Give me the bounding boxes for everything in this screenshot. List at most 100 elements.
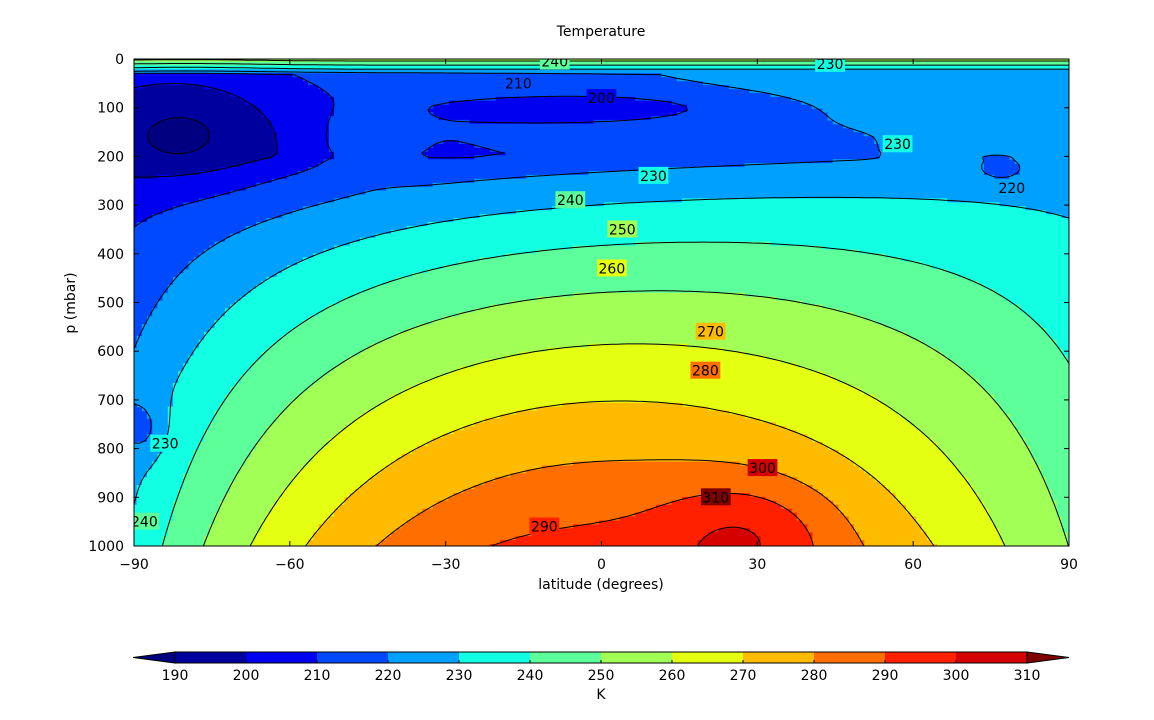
contour-label: 260 xyxy=(599,261,626,277)
colorbar-tick-label: 200 xyxy=(233,668,260,684)
colorbar-swatch xyxy=(317,652,389,663)
contour-band-4 xyxy=(134,68,1069,506)
contour-label-backdrop xyxy=(700,488,731,506)
x-tick-label: 90 xyxy=(1060,557,1078,573)
y-tick-label: 500 xyxy=(97,296,124,312)
contour-label: 220 xyxy=(998,181,1025,197)
contour-line-280 xyxy=(376,459,865,546)
contour-label-backdrop xyxy=(134,512,160,530)
contour-label: 230 xyxy=(817,57,844,73)
y-tick-label: 400 xyxy=(97,247,124,263)
contour-band-12 xyxy=(697,528,761,546)
plot-area: 210 200 230 240 250 260 270 280 290 300 310 230 240 2… xyxy=(134,54,1069,546)
contour-label-backdrop xyxy=(638,166,669,184)
contour-line-300 xyxy=(696,526,761,546)
colorbar-extend-low xyxy=(132,651,176,664)
contour-label: 280 xyxy=(692,364,719,380)
contour-line-210 xyxy=(134,72,688,228)
contour-label: 230 xyxy=(640,169,667,185)
contour-label-backdrop xyxy=(586,88,617,106)
contour-label: 240 xyxy=(541,54,568,70)
colorbar-swatch xyxy=(956,652,1028,663)
colorbar-tick-label: 210 xyxy=(304,668,331,684)
x-tick-label: 0 xyxy=(597,557,606,573)
contour-label: 210 xyxy=(505,76,532,92)
contour-band-1 xyxy=(134,84,278,180)
colorbar-label: K xyxy=(596,687,606,703)
colorbar-tick-label: 270 xyxy=(730,668,757,684)
x-tick-label: −60 xyxy=(275,557,305,573)
y-axis-label: p (mbar) xyxy=(63,272,79,333)
x-tick-label: −30 xyxy=(431,557,461,573)
contour-label: 290 xyxy=(531,520,558,536)
colorbar-extend-high xyxy=(1026,651,1070,664)
colorbar-swatch xyxy=(175,652,247,663)
colorbar-tick-label: 230 xyxy=(446,668,473,684)
contour-label: 250 xyxy=(609,222,636,238)
colorbar-tick-label: 240 xyxy=(517,668,544,684)
y-tick-label: 300 xyxy=(97,198,124,214)
contour-band-0 xyxy=(147,116,210,156)
colorbar-swatch xyxy=(672,652,744,663)
contour-label: 230 xyxy=(884,137,911,153)
contour-line-250 xyxy=(134,59,1069,546)
contour-label: 240 xyxy=(557,193,584,209)
colorbar: 190 200 210 220 230 240 250 260 270 280 290 300 310 xyxy=(132,651,1070,684)
contour-line-260 xyxy=(249,343,1006,546)
contour-band-6 xyxy=(134,61,1069,546)
y-axis: 0 100 200 300 400 500 600 700 800 900 1000 xyxy=(88,52,1069,555)
contour-lines xyxy=(134,59,1069,546)
contour-band-10 xyxy=(375,461,865,546)
colorbar-tick-label: 260 xyxy=(659,668,686,684)
contour-band-3 xyxy=(134,72,1021,443)
x-tick-label: −90 xyxy=(119,557,149,573)
colorbar-swatch xyxy=(246,652,318,663)
colorbar-tick-label: 250 xyxy=(588,668,615,684)
contour-line-200 xyxy=(134,83,278,178)
contour-line-240 xyxy=(134,63,1069,546)
colorbar-tick-label: 300 xyxy=(943,668,970,684)
colorbar-swatch xyxy=(601,652,673,663)
colorbar-swatch xyxy=(388,652,460,663)
contour-labels: 210 200 230 240 250 260 270 280 290 300 310 230 240 2… xyxy=(134,54,1027,536)
contour-band-2 xyxy=(134,72,688,227)
colorbar-swatch xyxy=(743,652,815,663)
chart-title: Temperature xyxy=(556,24,646,40)
y-tick-label: 100 xyxy=(97,101,124,117)
contour-label-backdrop xyxy=(503,74,534,92)
contour-label-backdrop xyxy=(539,59,570,70)
contour-line-190 xyxy=(147,117,210,154)
colorbar-tick-label: 290 xyxy=(872,668,899,684)
contour-band-8 xyxy=(250,343,1005,546)
x-tick-label: 60 xyxy=(904,557,922,573)
contour-label-backdrop xyxy=(695,322,726,340)
contour-label-backdrop xyxy=(555,191,586,209)
contour-band-5 xyxy=(134,64,1069,546)
contour-line-230 xyxy=(134,66,1069,506)
contour-label-backdrop xyxy=(529,517,560,535)
y-tick-label: 1000 xyxy=(88,539,124,555)
contour-label-backdrop xyxy=(690,361,721,379)
contour-band-9 xyxy=(308,402,938,546)
y-tick-label: 0 xyxy=(115,52,124,68)
y-tick-label: 800 xyxy=(97,442,124,458)
contour-label-backdrop xyxy=(747,459,778,477)
y-tick-label: 900 xyxy=(97,490,124,506)
contour-label: 270 xyxy=(697,325,724,341)
contour-label-backdrop xyxy=(996,179,1027,197)
x-tick-label: 30 xyxy=(748,557,766,573)
y-tick-label: 200 xyxy=(97,149,124,165)
contour-label: 310 xyxy=(702,490,729,506)
contour-label-backdrop xyxy=(150,434,181,452)
colorbar-swatch xyxy=(530,652,602,663)
colorbar-swatch xyxy=(814,652,886,663)
contour-line-220 xyxy=(134,70,1021,444)
contour-label: 200 xyxy=(588,91,615,107)
colorbar-tick-label: 220 xyxy=(375,668,402,684)
colorbar-swatch xyxy=(885,652,957,663)
colorbar-swatch xyxy=(459,652,531,663)
y-tick-label: 700 xyxy=(97,393,124,409)
y-tick-label: 600 xyxy=(97,344,124,360)
contour-label-backdrop xyxy=(882,135,913,153)
